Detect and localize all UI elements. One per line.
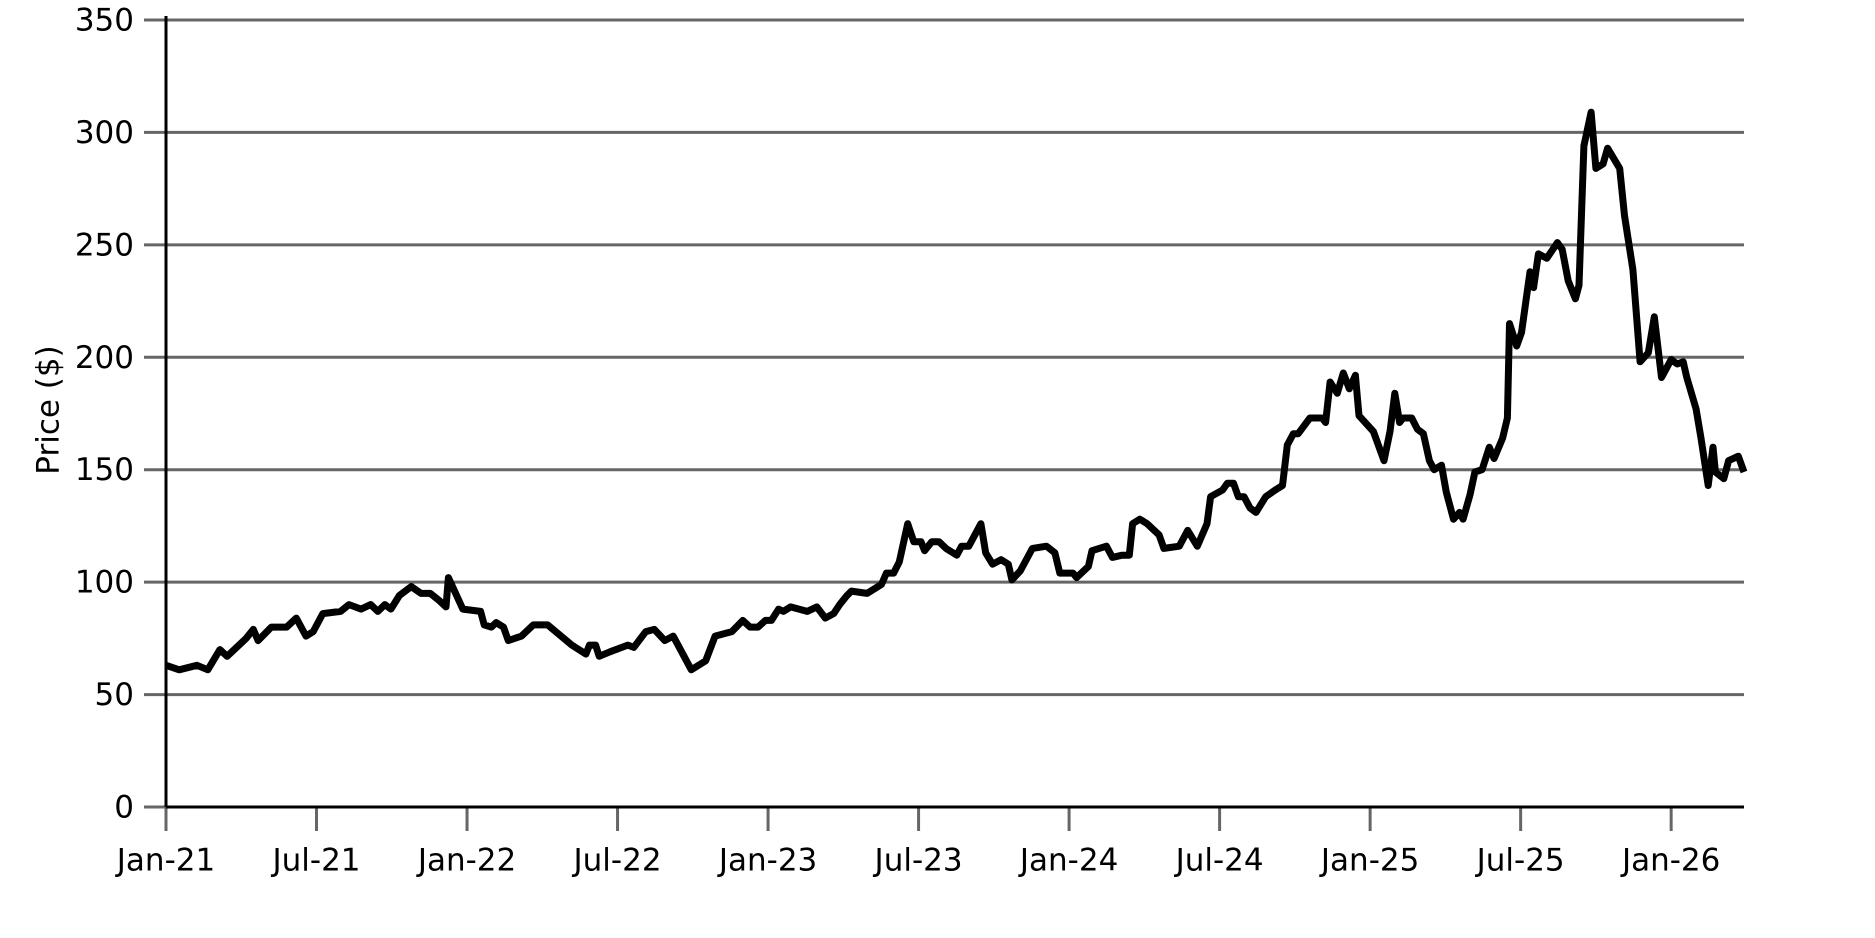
x-tick-label: Jan-23 [717,843,817,879]
price-line [164,108,1748,674]
y-tick-label: 200 [75,340,134,376]
x-tick-label: Jan-25 [1319,843,1419,879]
y-tick-label: 0 [114,790,134,826]
y-tick-label: 250 [75,227,134,263]
y-tick-label: 50 [95,677,134,713]
y-tick-label: 100 [75,565,134,601]
x-tick-label: Jan-21 [115,843,215,879]
x-tick-label: Jul-23 [873,843,963,879]
x-tick-label: Jan-22 [416,843,516,879]
x-tick-label: Jan-24 [1018,843,1118,879]
x-tick-label: Jan-26 [1620,843,1720,879]
y-axis-label: Price ($) [31,345,67,474]
y-tick-label: 300 [75,115,134,151]
x-tick-label: Jul-25 [1475,843,1565,879]
y-tick-label: 150 [75,452,134,488]
x-tick-label: Jul-24 [1174,843,1264,879]
y-tick-label: 350 [75,3,134,39]
x-tick-label: Jul-21 [270,843,360,879]
x-tick-label: Jul-22 [572,843,662,879]
